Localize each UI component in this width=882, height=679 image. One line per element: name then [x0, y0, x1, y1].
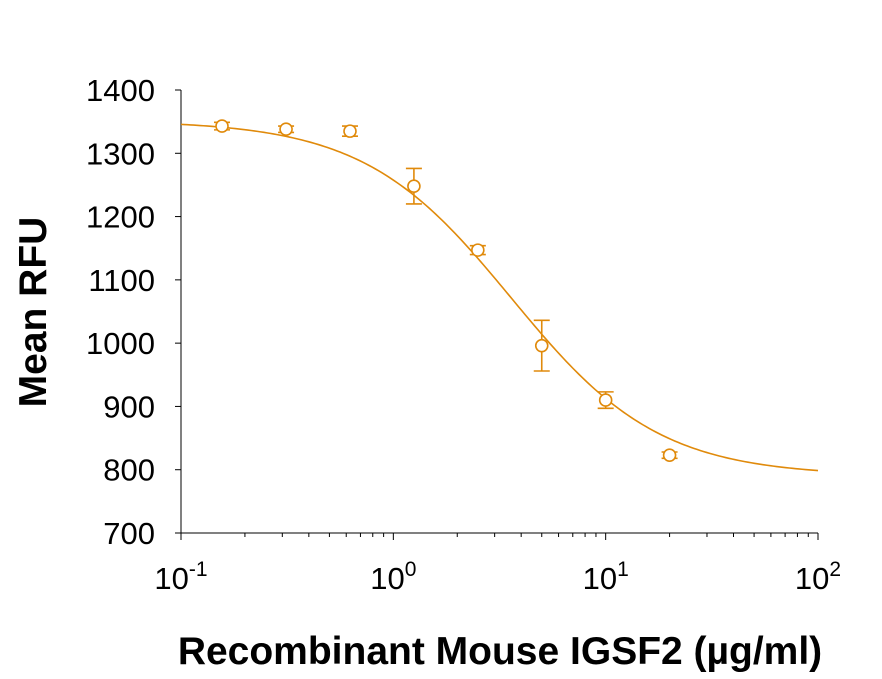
- x-tick-label: 10-1: [154, 558, 207, 596]
- x-axis-title: Recombinant Mouse IGSF2 (µg/ml): [178, 630, 822, 673]
- x-tick-label: 101: [583, 558, 629, 596]
- point-marker: [534, 338, 549, 353]
- point-marker: [343, 124, 357, 138]
- y-tick-label: 800: [103, 453, 155, 488]
- x-axis-ticks: 10-1 100 101 102: [154, 533, 841, 596]
- y-tick-label: 900: [103, 389, 155, 424]
- data-point: [533, 319, 550, 372]
- data-point: [214, 119, 231, 133]
- y-tick-label: 1300: [86, 136, 155, 171]
- y-tick-label: 700: [103, 516, 155, 551]
- point-marker: [279, 122, 293, 137]
- data-point: [405, 167, 422, 205]
- data-point: [278, 122, 295, 137]
- fit-curve: [180, 123, 819, 472]
- point-marker: [407, 179, 421, 193]
- y-tick-label: 1400: [86, 73, 155, 108]
- point-marker: [471, 243, 485, 257]
- data-point: [469, 243, 486, 257]
- y-axis-title: Mean RFU: [12, 217, 55, 408]
- point-marker: [598, 393, 613, 407]
- x-tick-label: 100: [370, 558, 416, 596]
- fit-curve-layer: [180, 123, 819, 472]
- data-points-layer: [214, 119, 678, 462]
- x-tick-label: 102: [795, 558, 841, 596]
- axes: [180, 90, 818, 534]
- data-point: [661, 448, 678, 462]
- data-point: [597, 391, 614, 410]
- y-tick-label: 1000: [86, 326, 155, 361]
- y-tick-label: 1100: [88, 263, 155, 298]
- data-point: [341, 124, 358, 138]
- y-tick-label: 1200: [86, 200, 155, 235]
- point-marker: [215, 119, 229, 133]
- y-axis-ticks: 700 800 900 1000 1100 1200 1300 1400: [86, 73, 181, 551]
- point-marker: [662, 448, 677, 462]
